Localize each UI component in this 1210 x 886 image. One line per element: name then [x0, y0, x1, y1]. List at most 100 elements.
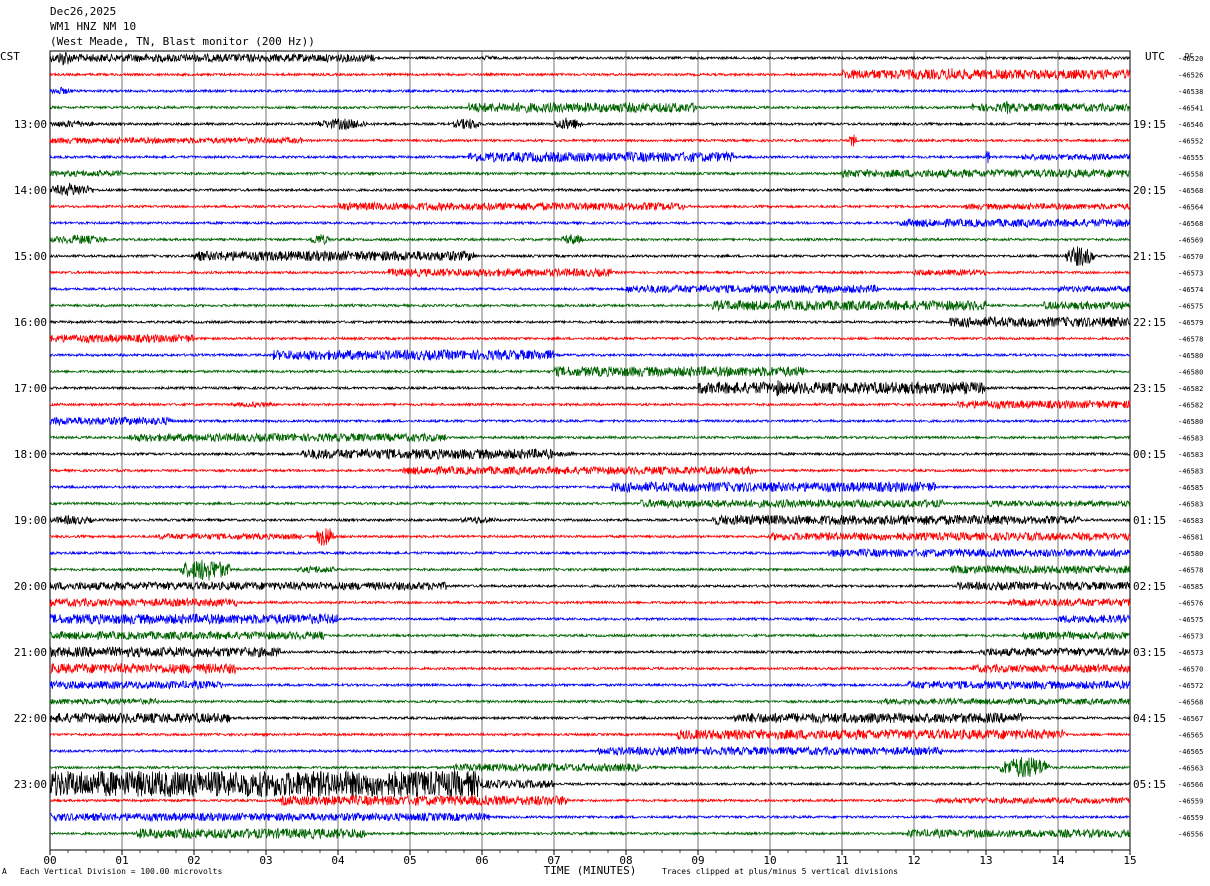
- dc-offset-label: -46565: [1178, 748, 1203, 756]
- trace-line-red: [49, 68, 1131, 81]
- trace-line-green: [49, 697, 1131, 706]
- trace-line-blue: [49, 679, 1131, 691]
- dc-offset-label: -46583: [1178, 435, 1203, 443]
- trace-line-green: [49, 756, 1131, 778]
- x-tick-label: 09: [691, 854, 704, 867]
- x-tick-label: 14: [1051, 854, 1065, 867]
- dc-offset-label: -46579: [1178, 319, 1203, 327]
- dc-offset-label: -46580: [1178, 369, 1203, 377]
- trace-line-blue: [49, 416, 1131, 427]
- right-hour-label: 22:15: [1133, 316, 1166, 329]
- trace-line-blue: [49, 218, 1131, 229]
- trace-line-blue: [49, 283, 1131, 295]
- dc-offset-label: -46573: [1178, 270, 1203, 278]
- dc-offset-label: -46575: [1178, 616, 1203, 624]
- dc-offset-label: -46564: [1178, 204, 1203, 212]
- trace-line-blue: [49, 86, 1131, 95]
- right-hour-label: 21:15: [1133, 250, 1166, 263]
- header-station: WM1 HNZ NM 10: [50, 20, 137, 33]
- trace-line-green: [49, 630, 1131, 641]
- x-axis-title: TIME (MINUTES): [544, 864, 637, 877]
- header-location: (West Meade, TN, Blast monitor (200 Hz)): [50, 35, 315, 48]
- dc-offset-label: -46555: [1178, 154, 1203, 162]
- dc-offset-label: -46546: [1178, 121, 1203, 129]
- left-hour-label: 18:00: [14, 448, 47, 461]
- x-tick-label: 00: [43, 854, 56, 867]
- trace-line-green: [49, 365, 1131, 378]
- left-hour-label: 20:00: [14, 580, 47, 593]
- right-hour-label: 03:15: [1133, 646, 1166, 659]
- dc-offset-label: -46556: [1178, 831, 1203, 839]
- dc-offset-label: -46541: [1178, 105, 1203, 113]
- dc-offset-header: DC: [1185, 52, 1193, 60]
- vertical-division-note: Each Vertical Division = 100.00 microvol…: [20, 867, 223, 876]
- dc-offset-label: -46574: [1178, 286, 1203, 294]
- left-timezone-label: CST: [0, 50, 20, 63]
- dc-offset-label: -46538: [1178, 88, 1203, 96]
- x-tick-label: 13: [979, 854, 992, 867]
- dc-offset-label: -46578: [1178, 336, 1203, 344]
- trace-line-red: [49, 333, 1131, 344]
- trace-line-green: [49, 432, 1131, 443]
- trace-line-green: [49, 168, 1130, 179]
- dc-offset-label: -46568: [1178, 187, 1203, 195]
- dc-offset-label: -46570: [1178, 666, 1203, 674]
- trace-line-black: [49, 315, 1131, 329]
- x-tick-label: 05: [403, 854, 416, 867]
- trace-line-black: [49, 712, 1131, 725]
- dc-offset-label: -46573: [1178, 633, 1203, 641]
- dc-offset-label: -46572: [1178, 682, 1203, 690]
- trace-line-red: [49, 528, 1131, 546]
- trace-line-blue: [49, 612, 1131, 626]
- trace-line-green: [49, 498, 1131, 509]
- dc-offset-label: -46583: [1178, 501, 1203, 509]
- trace-line-black: [49, 380, 1131, 397]
- dc-offset-label: -46559: [1178, 814, 1203, 822]
- trace-line-green: [49, 100, 1131, 115]
- left-hour-label: 15:00: [14, 250, 47, 263]
- clipping-note: Traces clipped at plus/minus 5 vertical …: [662, 867, 899, 876]
- trace-line-black: [49, 117, 1131, 131]
- dc-offset-label: -46580: [1178, 550, 1203, 558]
- dc-offset-label: -46568: [1178, 699, 1203, 707]
- trace-line-blue: [49, 811, 1131, 823]
- dc-offset-label: -46583: [1178, 451, 1203, 459]
- dc-offset-label: -46580: [1178, 418, 1203, 426]
- dc-offset-label: -46563: [1178, 765, 1203, 773]
- left-hour-label: 13:00: [14, 118, 47, 131]
- trace-line-red: [49, 662, 1131, 675]
- left-hour-label: 19:00: [14, 514, 47, 527]
- left-hour-label: 14:00: [14, 184, 47, 197]
- dc-offset-label: -46580: [1178, 352, 1203, 360]
- trace-line-blue: [49, 547, 1131, 558]
- right-hour-label: 19:15: [1133, 118, 1166, 131]
- dc-offset-label: -46569: [1178, 237, 1203, 245]
- dc-offset-label: -46565: [1178, 732, 1203, 740]
- right-hour-label: 23:15: [1133, 382, 1166, 395]
- x-tick-label: 06: [475, 854, 488, 867]
- right-hour-label: 00:15: [1133, 448, 1166, 461]
- dc-offset-label: -46578: [1178, 567, 1203, 575]
- dc-offset-label: -46573: [1178, 649, 1203, 657]
- dc-offset-label: -46585: [1178, 583, 1203, 591]
- x-tick-label: 04: [331, 854, 345, 867]
- left-hour-label: 22:00: [14, 712, 47, 725]
- right-hour-label: 02:15: [1133, 580, 1166, 593]
- trace-line-red: [49, 267, 1131, 278]
- trace-line-black: [49, 246, 1131, 266]
- right-hour-label: 05:15: [1133, 778, 1166, 791]
- right-hour-label: 04:15: [1133, 712, 1166, 725]
- trace-line-red: [49, 134, 1130, 147]
- dc-offset-label: -46567: [1178, 715, 1203, 723]
- left-hour-label: 16:00: [14, 316, 47, 329]
- dc-offset-label: -46558: [1178, 171, 1203, 179]
- dc-offset-label: -46559: [1178, 798, 1203, 806]
- dc-offset-label: -46526: [1178, 72, 1203, 80]
- x-tick-label: 11: [835, 854, 848, 867]
- x-tick-label: 01: [115, 854, 128, 867]
- dc-offset-label: -46585: [1178, 484, 1203, 492]
- dc-offset-label: -46570: [1178, 253, 1203, 261]
- dc-offset-label: -46583: [1178, 468, 1203, 476]
- trace-line-red: [49, 201, 1131, 212]
